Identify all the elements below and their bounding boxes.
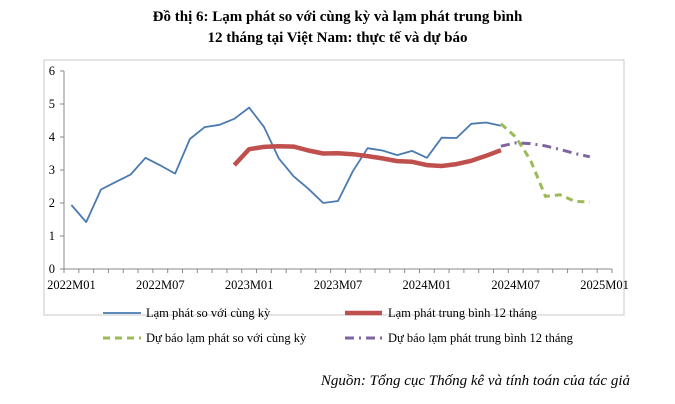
source-note: Nguồn: Tổng cục Thống kê và tính toán củ… [320, 373, 630, 389]
chart-subtitle: 12 tháng tại Việt Nam: thực tế và dự báo [207, 30, 468, 46]
series-line-3 [499, 122, 590, 204]
legend-label-4: Dự báo lạm phát trung bình 12 tháng [388, 331, 574, 345]
x-tick-label: 2022M01 [47, 278, 96, 292]
x-tick-label: 2023M01 [225, 278, 274, 292]
x-tick-label: 2025M01 [580, 278, 629, 292]
y-tick-label: 4 [49, 130, 56, 144]
legend-label-2: Lạm phát trung bình 12 tháng [388, 306, 538, 320]
y-tick-label: 6 [49, 64, 55, 78]
y-tick-label: 0 [49, 262, 55, 276]
series-line-2 [232, 143, 502, 169]
y-tick-label: 2 [49, 196, 55, 210]
y-tick-label: 1 [49, 229, 55, 243]
x-tick-label: 2023M07 [314, 278, 363, 292]
x-tick-label: 2024M07 [491, 278, 540, 292]
series-line-4 [500, 141, 591, 159]
y-tick-label: 3 [49, 163, 55, 177]
legend-label-1: Lạm phát so với cùng kỳ [146, 306, 271, 320]
x-tick-label: 2022M07 [136, 278, 185, 292]
y-tick-label: 5 [49, 97, 55, 111]
chart-border [43, 59, 625, 316]
legend-label-3: Dự báo lạm phát so với cùng kỳ [146, 331, 307, 345]
x-tick-label: 2024M01 [403, 278, 452, 292]
series-line-1 [70, 106, 502, 224]
chart-title: Đồ thị 6: Lạm phát so với cùng kỳ và lạm… [152, 9, 523, 25]
